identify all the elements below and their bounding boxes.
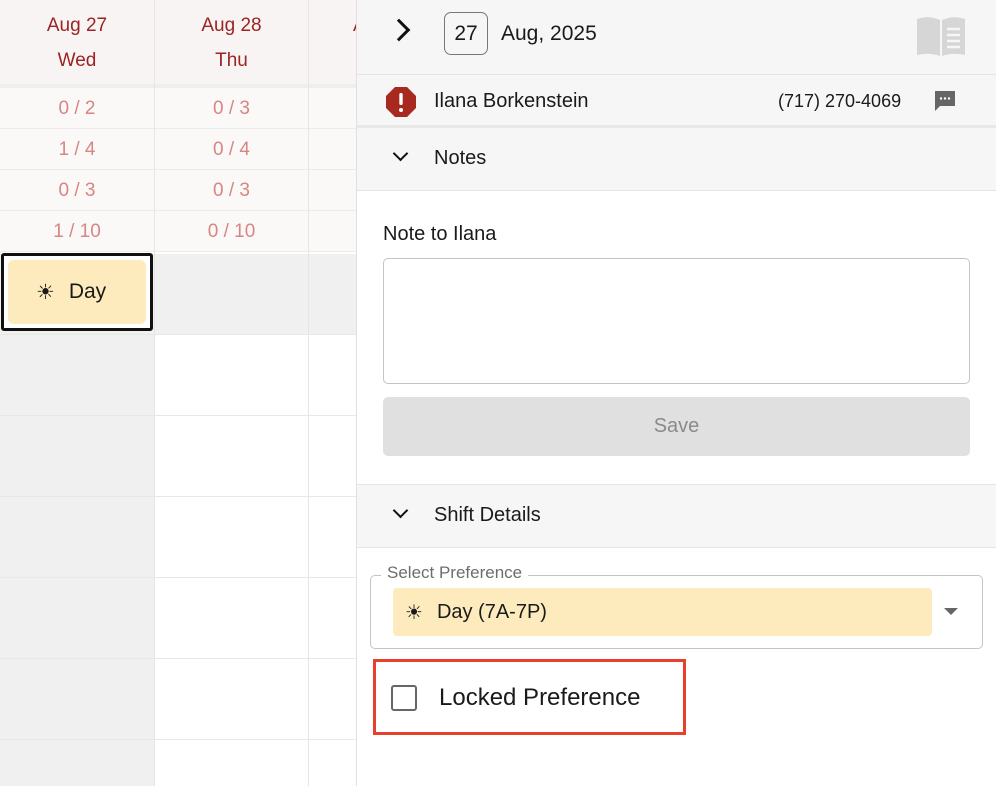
save-button[interactable]: Save <box>383 397 970 456</box>
stat-cell: 0 / 10 <box>155 211 308 252</box>
locked-preference-highlight: Locked Preference <box>373 659 686 735</box>
column-header: Aug 27 Wed <box>0 0 154 88</box>
stat-cell: 1 / 4 <box>0 129 154 170</box>
notes-body: Note to Ilana Save <box>357 191 996 485</box>
slot-area <box>0 254 154 786</box>
column-header: Aug 28 Thu <box>155 0 308 88</box>
stat-cell: 0 / 3 <box>0 170 154 211</box>
panel-header: 27 Aug, 2025 <box>357 0 996 75</box>
notes-title: Notes <box>434 147 487 169</box>
schedule-grid: Aug 27 Wed 0 / 2 1 / 4 0 / 3 1 / 10 Aug 2… <box>0 0 356 786</box>
sun-icon: ☀ <box>405 601 423 624</box>
stat-cell: 0 / 3 <box>155 170 308 211</box>
stat-cell: 0 / 4 <box>155 129 308 170</box>
column-date: A <box>353 0 356 50</box>
select-preference-label: Select Preference <box>381 563 529 583</box>
note-textarea[interactable] <box>383 258 970 384</box>
locked-preference-checkbox[interactable] <box>391 685 417 711</box>
chevron-down-icon <box>392 502 409 519</box>
shift-details-title: Shift Details <box>434 504 541 526</box>
person-name: Ilana Borkenstein <box>434 90 589 112</box>
notes-section-toggle[interactable]: Notes <box>357 128 996 191</box>
column-weekday: Wed <box>57 50 97 71</box>
chevron-right-icon[interactable] <box>387 18 411 42</box>
slot-area <box>155 254 308 786</box>
book-icon[interactable] <box>915 15 967 57</box>
stat-cell: 0 / 2 <box>0 88 154 129</box>
column-date: Aug 28 <box>201 15 262 36</box>
chevron-down-icon <box>392 145 409 162</box>
preference-select[interactable]: ☀ Day (7A-7P) <box>370 575 983 649</box>
shift-label: Day <box>68 280 107 303</box>
person-phone: (717) 270-4069 <box>778 91 902 111</box>
month-year: Aug, 2025 <box>501 22 597 45</box>
locked-preference-label[interactable]: Locked Preference <box>439 684 641 711</box>
person-row: Ilana Borkenstein (717) 270-4069 <box>357 75 996 128</box>
column-date: Aug 27 <box>46 15 108 36</box>
column-weekday: Thu <box>215 50 248 71</box>
stat-cell: 1 / 10 <box>0 211 154 252</box>
dropdown-caret-icon[interactable] <box>944 608 958 615</box>
day-column: Aug 28 Thu 0 / 3 0 / 4 0 / 3 0 / 10 <box>155 0 309 786</box>
shift-details-toggle[interactable]: Shift Details <box>357 485 996 548</box>
day-column: Aug 27 Wed 0 / 2 1 / 4 0 / 3 1 / 10 <box>0 0 155 786</box>
shift-detail-panel: 27 Aug, 2025 Ilana Borkenstein (717) 270… <box>356 0 996 786</box>
selected-preference: Day (7A-7P) <box>436 600 547 623</box>
stat-cell: 0 / 3 <box>155 88 308 129</box>
alert-octagon-icon <box>386 87 416 117</box>
day-column: A <box>309 0 356 786</box>
message-icon[interactable] <box>934 90 956 112</box>
calendar-day-badge[interactable]: 27 <box>444 12 488 55</box>
day-shift-cell[interactable]: ☀ Day <box>1 253 153 331</box>
column-header: A <box>309 0 356 88</box>
note-label: Note to Ilana <box>383 223 497 245</box>
sun-icon: ☀ <box>36 280 55 304</box>
